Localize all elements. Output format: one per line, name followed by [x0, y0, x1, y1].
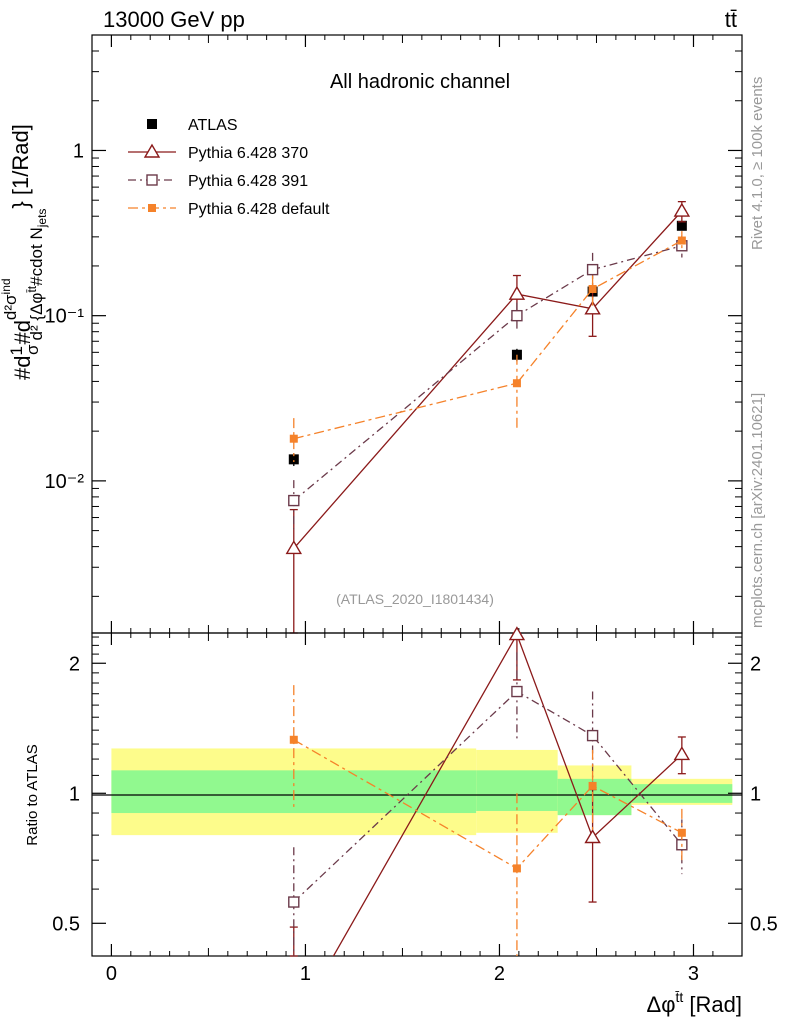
ratio-point-1-1 — [511, 685, 523, 698]
main-series-1 — [285, 201, 691, 634]
ratio-series-group — [288, 626, 691, 957]
ylabel-frac-den: σ — [23, 344, 42, 355]
ratio-band-inner-3 — [631, 784, 733, 803]
ratio-band-inner-1 — [476, 770, 558, 811]
ylabel-sup: ind — [0, 278, 13, 294]
main-point-3-1 — [512, 379, 521, 388]
x-axis-label-main: Δφ — [647, 992, 676, 1017]
main-axis-ticks: 10⁻² 10⁻¹ 1 — [45, 34, 742, 633]
ratio-xtick-label-0: 0 — [106, 963, 117, 985]
ratio-series-2 — [289, 685, 686, 956]
ratio-y-axis-label: Ratio to ATLAS — [24, 744, 41, 845]
ratio-xtick-label-3: 3 — [688, 963, 699, 985]
mcplots-label: mcplots.cern.ch [arXiv:2401.10621] — [749, 393, 766, 628]
legend-label-3: Pythia 6.428 default — [188, 201, 330, 218]
main-point-1-0 — [285, 540, 303, 555]
x-axis-label: Δφt̄t [Rad] — [647, 989, 742, 1017]
ratio-ytick-label-right-1: 1 — [750, 783, 761, 805]
ratio-ytick-label-right-2: 2 — [750, 653, 761, 675]
ylabel-numerator: d²σ — [1, 294, 20, 320]
x-axis-label-unit: [Rad] — [683, 992, 742, 1017]
svg-text:#d1σ#dd²σindd² {Δφt̄t#cdot Nje: #d1σ#dd²σindd² {Δφt̄t#cdot Njets} [1/Rad… — [0, 124, 49, 380]
x-axis-label-sup: t̄t — [675, 989, 683, 1005]
legend-marker-3 — [148, 204, 156, 212]
ylabel-sub: jets — [35, 209, 49, 229]
legend-marker-1 — [143, 143, 161, 158]
ratio-ytick-label-2: 2 — [69, 653, 80, 675]
legend-entry-1: Pythia 6.428 370 — [128, 143, 308, 162]
ratio-point-0-1 — [508, 626, 526, 641]
main-point-2-2 — [586, 263, 599, 276]
analysis-watermark: (ATLAS_2020_I1801434) — [336, 591, 494, 607]
ylabel-frac-num: 1 — [7, 346, 26, 355]
plot-title: All hadronic channel — [330, 71, 510, 93]
ratio-point-2-3 — [677, 828, 686, 837]
main-series-group — [285, 201, 691, 634]
main-series-line-2 — [293, 245, 683, 502]
main-point-1-3 — [673, 202, 691, 217]
legend-label-1: Pythia 6.428 370 — [188, 145, 308, 162]
main-ytick-label-0: 10⁻² — [45, 471, 85, 493]
legend-marker-0 — [147, 119, 157, 129]
main-point-1-1 — [508, 285, 526, 300]
legend-label-2: Pythia 6.428 391 — [188, 173, 308, 190]
legend-entry-0: ATLAS — [147, 117, 238, 134]
legend: ATLAS Pythia 6.428 370 Pythia 6.428 391 Pyt… — [128, 117, 330, 218]
legend-entry-3: Pythia 6.428 default — [128, 201, 330, 218]
main-point-3-3 — [677, 236, 686, 245]
energy-label: 13000 GeV pp — [103, 7, 245, 32]
ratio-point-1-0 — [288, 896, 300, 908]
ratio-ytick-label-right-0: 0.5 — [750, 913, 778, 935]
main-point-0-0 — [288, 454, 299, 465]
main-point-3-0 — [289, 434, 298, 443]
main-point-0-3 — [676, 220, 687, 231]
main-point-2-1 — [511, 309, 523, 322]
ratio-uncertainty-bands — [111, 748, 733, 836]
ratio-point-2-1 — [512, 864, 521, 873]
legend-marker-2 — [146, 174, 158, 186]
ratio-ytick-label-0: 0.5 — [52, 913, 80, 935]
ylabel-denominator: d² {Δφ — [27, 293, 46, 341]
main-point-2-0 — [288, 494, 300, 507]
ylabel-mid: #d — [10, 320, 35, 344]
main-point-1-2 — [584, 300, 601, 315]
ylabel-tail: #cdot N — [27, 227, 46, 286]
main-series-line-3 — [293, 239, 683, 440]
main-series-3 — [289, 231, 686, 463]
main-ytick-label-2: 1 — [73, 140, 84, 162]
main-point-3-2 — [588, 285, 597, 294]
main-ytick-label-1: 10⁻¹ — [45, 306, 85, 328]
legend-label-0: ATLAS — [188, 117, 238, 134]
ylabel-unit: } [1/Rad] — [8, 124, 33, 208]
ratio-series-line-2 — [293, 739, 683, 870]
ratio-series-line-0 — [332, 633, 683, 956]
ratio-point-0-2 — [584, 829, 601, 844]
ratio-point-2-2 — [588, 781, 597, 790]
ratio-ytick-label-1: 1 — [69, 783, 80, 805]
ratio-plot-panel: 0.5 0.5 1 1 2 2 0 1 2 3 — [52, 626, 778, 985]
ratio-point-0-3 — [673, 746, 691, 761]
rivet-label: Rivet 4.1.0, ≥ 100k events — [749, 77, 766, 250]
ylabel-sup2: t̄t — [25, 285, 39, 293]
process-label: tt̄ — [725, 7, 737, 32]
ratio-axis-ticks: 0.5 0.5 1 1 2 2 0 1 2 3 — [52, 633, 778, 985]
legend-entry-2: Pythia 6.428 391 — [128, 173, 308, 190]
main-y-axis-label: #d1σ#dd²σindd² {Δφt̄t#cdot Njets} [1/Rad… — [0, 124, 49, 380]
main-plot-panel: 10⁻² 10⁻¹ 1 All hadronic channel (ATLAS_20… — [45, 34, 743, 634]
main-series-0 — [288, 220, 687, 467]
ratio-xtick-label-2: 2 — [494, 963, 505, 985]
main-series-line-1 — [293, 210, 683, 549]
ratio-point-1-2 — [586, 729, 599, 742]
ratio-point-2-0 — [289, 735, 298, 744]
ylabel-prefix: #d — [10, 356, 35, 380]
ratio-xtick-label-1: 1 — [300, 963, 311, 985]
